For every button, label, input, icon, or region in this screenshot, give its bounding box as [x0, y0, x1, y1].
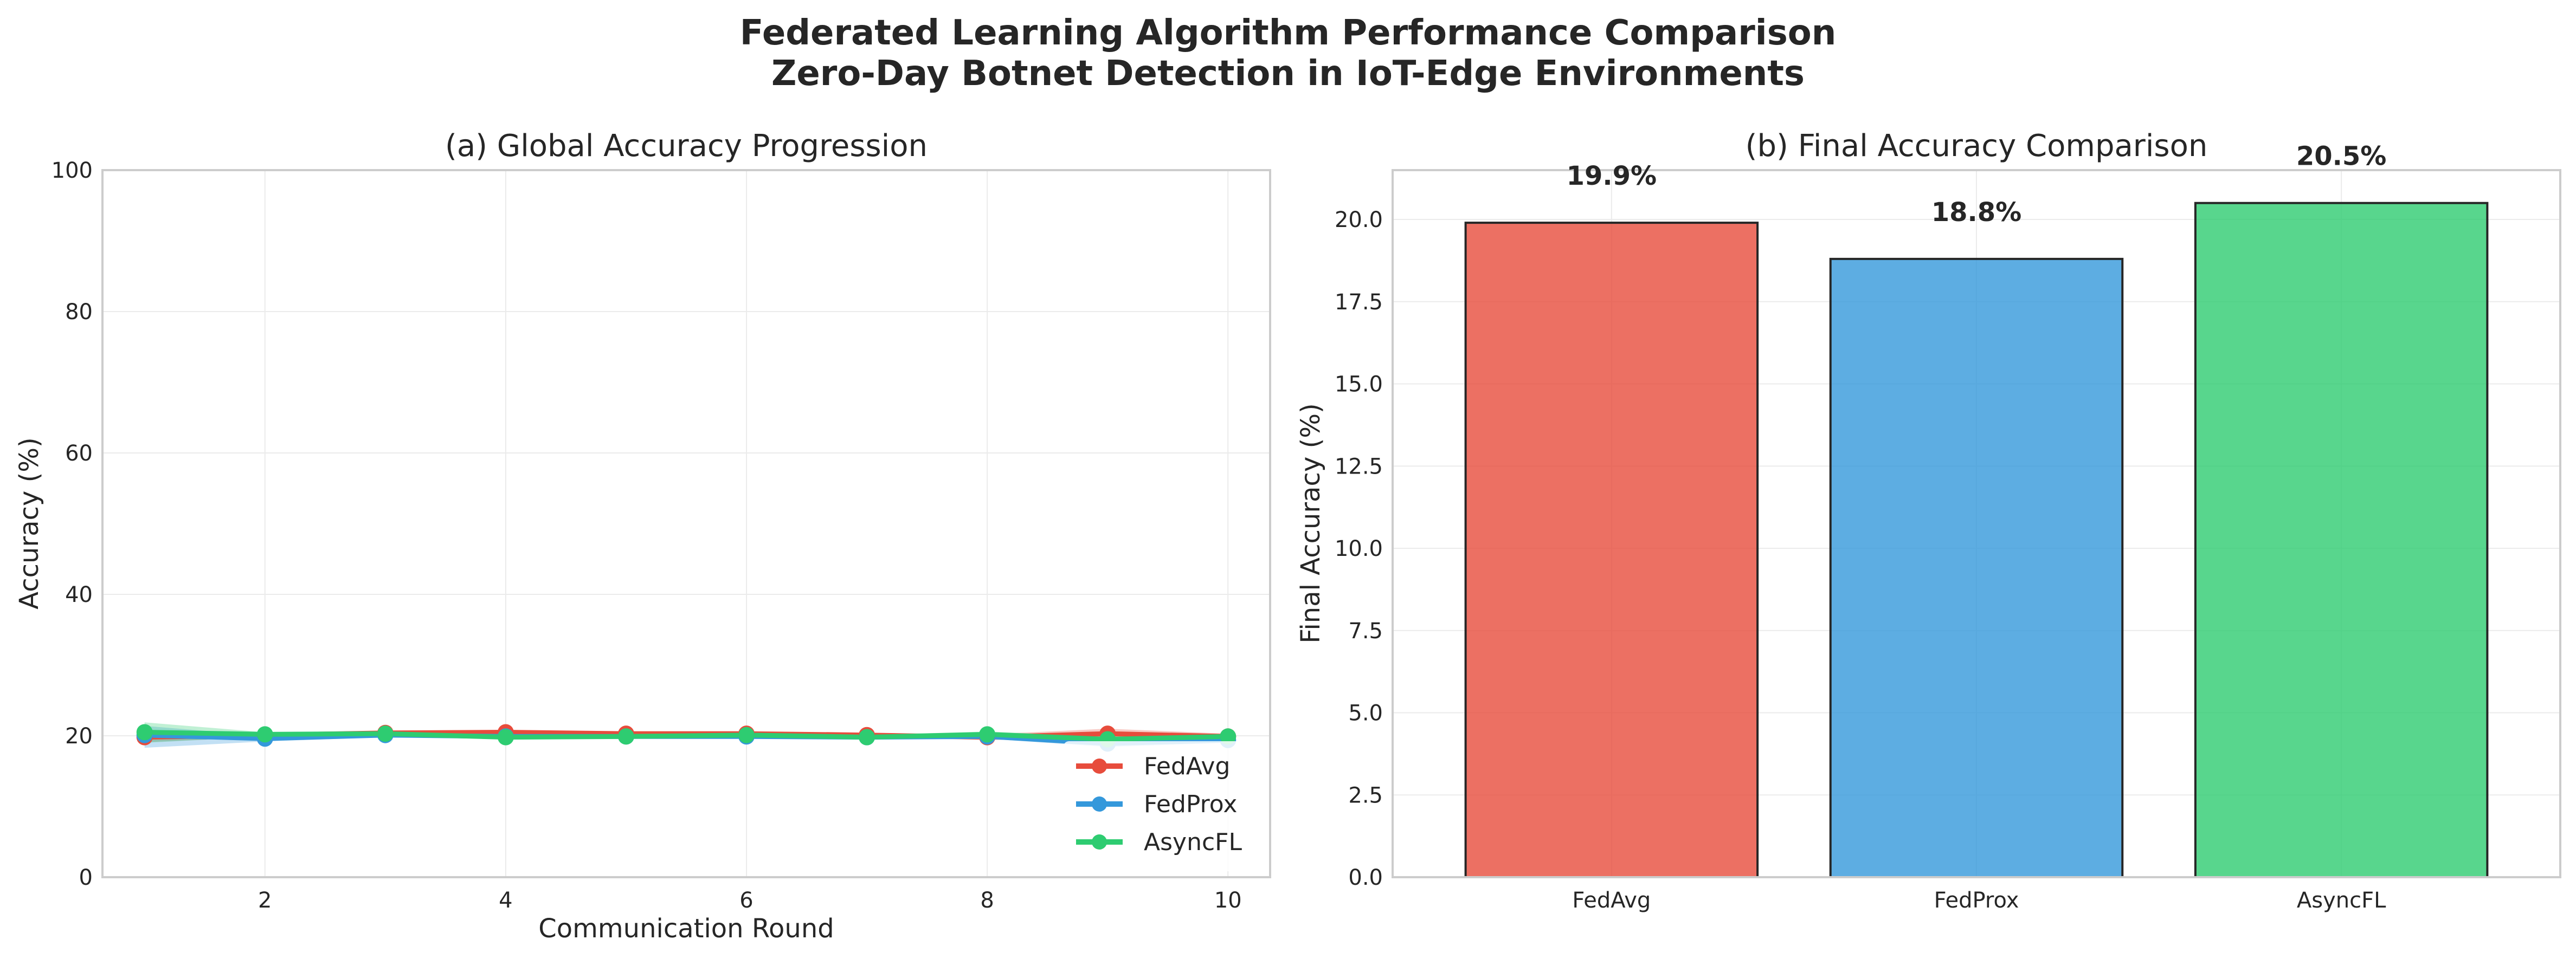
right-x-tick-label-fedavg: FedAvg	[1572, 888, 1651, 913]
left-y-tick-label-80: 80	[65, 300, 93, 325]
left-x-tick-label-8: 8	[980, 888, 994, 913]
left-x-tick-label-2: 2	[258, 888, 272, 913]
figure-title-line-2: Zero-Day Botnet Detection in IoT-Edge En…	[771, 54, 1805, 94]
legend-label-fedprox: FedProx	[1144, 790, 1237, 818]
bar-asyncfl	[2194, 202, 2489, 879]
right-y-tick-label-3: 7.5	[1348, 619, 1383, 644]
right-y-tick-label-5: 12.5	[1335, 454, 1383, 479]
right-chart-title: (b) Final Accuracy Comparison	[1746, 128, 2208, 164]
data-point-asyncfl-round-3	[377, 725, 394, 742]
legend-label-fedavg: FedAvg	[1144, 753, 1230, 780]
right-y-tick-label-8: 20.0	[1335, 208, 1383, 232]
right-x-tick-label-asyncfl: AsyncFL	[2297, 888, 2386, 913]
right-y-tick-label-7: 17.5	[1335, 290, 1383, 315]
bar-value-label-asyncfl: 20.5%	[2296, 141, 2387, 172]
legend-background	[1064, 741, 1264, 871]
data-point-asyncfl-round-7	[859, 729, 875, 746]
left-chart-legend: FedAvg FedProx AsyncFL	[1064, 741, 1264, 871]
legend-entry-fedavg: FedAvg	[1076, 753, 1230, 780]
left-chart-series-points	[136, 724, 1237, 752]
left-y-tick-label-100: 100	[51, 158, 93, 183]
bar-value-label-fedprox: 18.8%	[1931, 197, 2022, 228]
left-chart-x-axis-label: Communication Round	[538, 913, 834, 944]
figure-title-line-1: Federated Learning Algorithm Performance…	[740, 13, 1837, 53]
right-chart-tick-labels: 0.0 2.5 5.0 7.5 10.0 12.5 15.0 17.5 20.0 FedAvg Fe…	[1335, 208, 2386, 913]
legend-entry-fedprox: FedProx	[1076, 790, 1237, 818]
left-y-tick-label-40: 40	[65, 582, 93, 607]
right-chart-y-axis-label: Final Accuracy (%)	[1296, 403, 1326, 643]
right-chart-data-labels: 19.9% 18.8% 20.5%	[1567, 141, 2387, 228]
legend-label-asyncfl: AsyncFL	[1144, 828, 1242, 856]
legend-marker-asyncfl	[1092, 834, 1107, 850]
left-y-tick-label-60: 60	[65, 441, 93, 466]
bar-fedavg	[1464, 222, 1759, 878]
right-y-tick-label-0: 0.0	[1348, 865, 1383, 890]
left-chart-series-lines	[142, 729, 1231, 746]
final-accuracy-chart: 0.0 2.5 5.0 7.5 10.0 12.5 15.0 17.5 20.0 FedAvg Fe…	[1296, 128, 2561, 913]
bar-fedprox	[1829, 257, 2124, 879]
right-x-tick-label-fedprox: FedProx	[1934, 888, 2019, 913]
right-y-tick-label-2: 5.0	[1348, 701, 1383, 726]
right-chart-bars	[1464, 202, 2489, 879]
data-point-asyncfl-round-8	[979, 726, 996, 743]
data-point-asyncfl-round-10	[1220, 728, 1237, 745]
left-chart-frame	[101, 169, 1271, 878]
left-y-tick-label-0: 0	[79, 865, 93, 890]
data-point-asyncfl-round-5	[617, 728, 634, 745]
right-y-tick-label-6: 15.0	[1335, 372, 1383, 397]
right-y-tick-label-4: 10.0	[1335, 536, 1383, 561]
legend-marker-fedavg	[1092, 759, 1107, 774]
data-point-asyncfl-round-2	[256, 726, 273, 743]
series-line-asyncfl	[142, 729, 1231, 742]
right-y-tick-label-1: 2.5	[1348, 783, 1383, 808]
bar-value-label-fedavg: 19.9%	[1567, 161, 1657, 191]
left-x-tick-label-6: 6	[739, 888, 753, 913]
data-point-asyncfl-round-4	[497, 729, 514, 746]
legend-entry-asyncfl: AsyncFL	[1076, 828, 1242, 856]
legend-marker-fedprox	[1092, 796, 1107, 812]
left-y-tick-label-20: 20	[65, 724, 93, 749]
data-point-asyncfl-round-6	[738, 727, 755, 743]
right-chart-frame	[1392, 169, 2561, 878]
left-chart-title: (a) Global Accuracy Progression	[445, 128, 928, 164]
left-x-tick-label-4: 4	[499, 888, 512, 913]
data-point-asyncfl-round-1	[136, 724, 153, 741]
left-x-tick-label-10: 10	[1214, 888, 1242, 913]
left-chart-y-axis-label: Accuracy (%)	[14, 437, 44, 609]
